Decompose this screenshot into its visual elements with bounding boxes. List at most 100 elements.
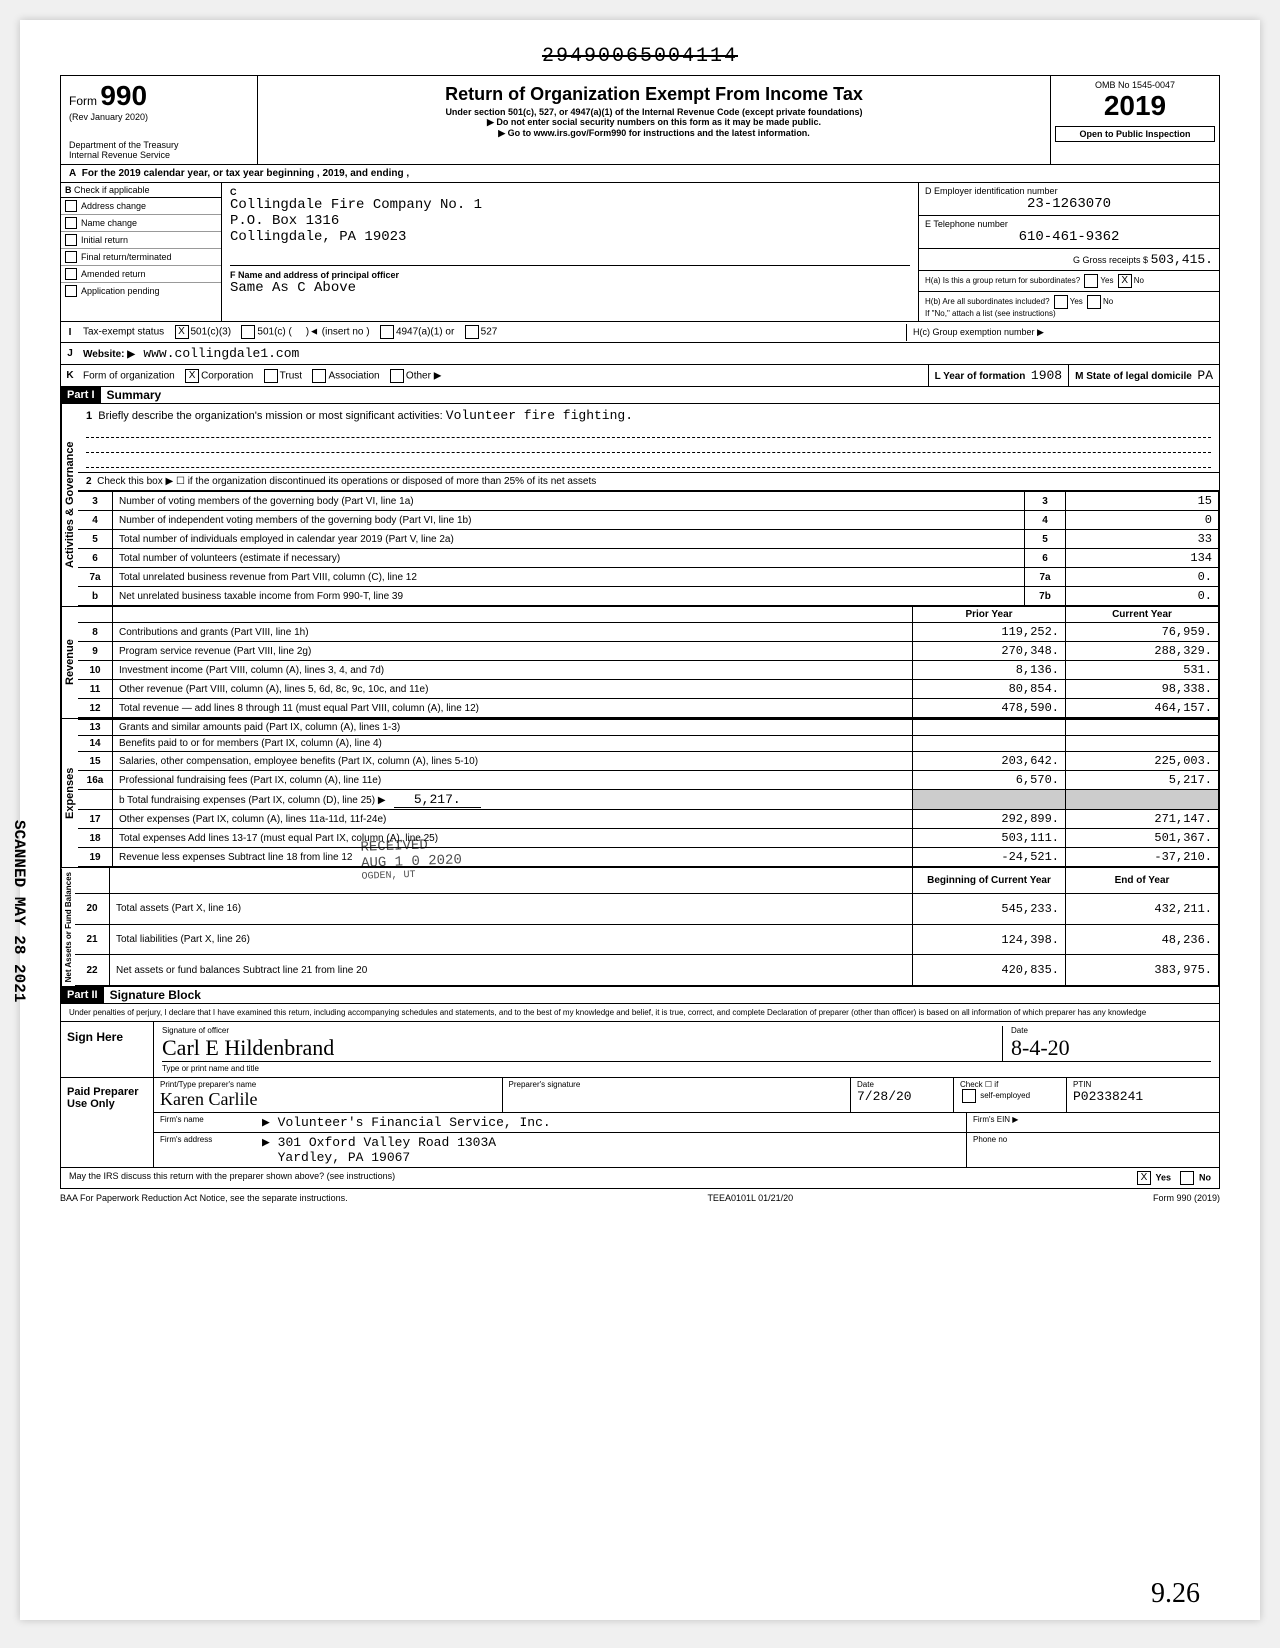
- line-i: I Tax-exempt status X501(c)(3) 501(c) ( …: [60, 322, 1220, 343]
- ptin-value: P02338241: [1073, 1089, 1213, 1104]
- firm-name: Volunteer's Financial Service, Inc.: [278, 1115, 551, 1130]
- struck-doc-number: 29490065004114: [542, 45, 738, 68]
- baa-notice: BAA For Paperwork Reduction Act Notice, …: [60, 1193, 348, 1203]
- signature-block: Under penalties of perjury, I declare th…: [60, 1004, 1220, 1189]
- cb-discuss-yes[interactable]: X: [1137, 1171, 1151, 1185]
- expenses-block: Expenses 13Grants and similar amounts pa…: [60, 719, 1220, 868]
- website-value: www.collingdale1.com: [143, 346, 299, 361]
- table-row: 5Total number of individuals employed in…: [78, 530, 1219, 549]
- check-if-applicable: Check if applicable: [74, 185, 150, 195]
- table-row: 16aProfessional fundraising fees (Part I…: [78, 771, 1219, 790]
- cb-discuss-no[interactable]: [1180, 1171, 1194, 1185]
- cb-name-change[interactable]: [65, 217, 77, 229]
- subtitle-3: ▶ Go to www.irs.gov/Form990 for instruct…: [264, 128, 1044, 139]
- cb-527[interactable]: [465, 325, 479, 339]
- omb-number: OMB No 1545-0047: [1055, 80, 1215, 90]
- col-b-checkboxes: B Check if applicable Address change Nam…: [61, 183, 222, 321]
- g-label: G Gross receipts $: [1073, 255, 1148, 265]
- sign-here-label: Sign Here: [61, 1022, 154, 1077]
- cb-501c3[interactable]: X: [175, 325, 189, 339]
- form-org-label: Form of organization: [83, 370, 175, 381]
- type-name-label: Type or print name and title: [162, 1062, 1211, 1073]
- cb-501c[interactable]: [241, 325, 255, 339]
- line1-label: Briefly describe the organization's miss…: [98, 410, 442, 422]
- cb-initial-return[interactable]: [65, 234, 77, 246]
- opt-501c-suffix: )◄ (insert no ): [306, 327, 370, 338]
- cb-final-return[interactable]: [65, 251, 77, 263]
- label-address-change: Address change: [81, 201, 146, 211]
- opt-501c3: 501(c)(3): [191, 327, 232, 338]
- check-if-label: Check ☐ if: [960, 1080, 998, 1089]
- firm-addr2: Yardley, PA 19067: [278, 1150, 411, 1165]
- ein-value: 23-1263070: [925, 196, 1213, 212]
- form-label: Form: [69, 94, 97, 108]
- hc-label: H(c) Group exemption number ▶: [913, 327, 1044, 337]
- revenue-table: Prior Year Current Year 8Contributions a…: [78, 607, 1219, 718]
- row-a-tax-year: A For the 2019 calendar year, or tax yea…: [60, 165, 1220, 183]
- h-note: If "No," attach a list (see instructions…: [925, 309, 1213, 318]
- table-row: 19Revenue less expenses Subtract line 18…: [78, 848, 1219, 867]
- line16b-val: 5,217.: [394, 792, 481, 808]
- revenue-block: Revenue Prior Year Current Year 8Contrib…: [60, 607, 1220, 719]
- net-assets-block: Net Assets or Fund Balances Beginning of…: [60, 868, 1220, 987]
- cb-4947[interactable]: [380, 325, 394, 339]
- gross-receipts: 503,415.: [1151, 252, 1213, 267]
- cb-self-employed[interactable]: [962, 1089, 976, 1103]
- opt-assoc: Association: [328, 370, 379, 381]
- table-row: 20Total assets (Part X, line 16)545,233.…: [75, 893, 1219, 924]
- subtitle-2: ▶ Do not enter social security numbers o…: [264, 117, 1044, 128]
- table-row: bNet unrelated business taxable income f…: [78, 587, 1219, 606]
- table-row: 10Investment income (Part VIII, column (…: [78, 661, 1219, 680]
- dashed-3: [86, 453, 1211, 468]
- f-label: F Name and address of principal officer: [230, 270, 910, 280]
- footer-right: Form 990 (2019): [1153, 1193, 1220, 1203]
- label-application-pending: Application pending: [81, 286, 160, 296]
- table-row: 8Contributions and grants (Part VIII, li…: [78, 623, 1219, 642]
- label-amended: Amended return: [81, 269, 146, 279]
- paid-preparer-label: Paid Preparer Use Only: [61, 1078, 154, 1167]
- f-value: Same As C Above: [230, 280, 910, 296]
- part1-badge: Part I: [61, 387, 101, 403]
- cb-corporation[interactable]: X: [185, 369, 199, 383]
- received-stamp: RECEIVED AUG 1 0 2020 OGDEN, UT: [360, 836, 462, 882]
- phone-label: Phone no: [966, 1133, 1219, 1167]
- ptin-label: PTIN: [1073, 1080, 1213, 1089]
- current-year-header: Current Year: [1066, 607, 1219, 623]
- cb-hb-no[interactable]: [1087, 295, 1101, 309]
- phone-value: 610-461-9362: [925, 229, 1213, 245]
- dashed-2: [86, 438, 1211, 453]
- m-label: M State of legal domicile: [1075, 371, 1192, 382]
- org-addr2: Collingdale, PA 19023: [230, 229, 910, 245]
- sig-officer-label: Signature of officer: [162, 1026, 1002, 1035]
- cb-address-change[interactable]: [65, 200, 77, 212]
- preparer-name: Karen Carlile: [160, 1089, 496, 1110]
- cb-trust[interactable]: [264, 369, 278, 383]
- ha-label: H(a) Is this a group return for subordin…: [925, 276, 1080, 285]
- cb-hb-yes[interactable]: [1054, 295, 1068, 309]
- cb-application-pending[interactable]: [65, 285, 77, 297]
- mission-text: Volunteer fire fighting.: [446, 408, 633, 423]
- line2-text: Check this box ▶ ☐ if the organization d…: [97, 476, 596, 487]
- hb-label: H(b) Are all subordinates included?: [925, 297, 1050, 306]
- state-domicile: PA: [1197, 368, 1213, 383]
- begin-year-header: Beginning of Current Year: [913, 868, 1066, 893]
- table-row: 12Total revenue — add lines 8 through 11…: [78, 699, 1219, 718]
- opt-4947: 4947(a)(1) or: [396, 327, 454, 338]
- cb-association[interactable]: [312, 369, 326, 383]
- year-formation: 1908: [1031, 368, 1062, 383]
- dashed-1: [86, 423, 1211, 438]
- cb-other[interactable]: [390, 369, 404, 383]
- net-table: Beginning of Current Year End of Year 20…: [75, 868, 1219, 986]
- table-row: 14Benefits paid to or for members (Part …: [78, 736, 1219, 752]
- cb-ha-yes[interactable]: [1084, 274, 1098, 288]
- cb-amended[interactable]: [65, 268, 77, 280]
- opt-527: 527: [481, 327, 498, 338]
- part2-title: Signature Block: [104, 988, 201, 1002]
- part2-header-row: Part II Signature Block: [60, 987, 1220, 1004]
- side-label-expenses: Expenses: [61, 719, 78, 867]
- table-row: 9Program service revenue (Part VIII, lin…: [78, 642, 1219, 661]
- cb-ha-no[interactable]: X: [1118, 274, 1132, 288]
- dept-treasury: Department of the Treasury: [69, 140, 249, 150]
- form-990-page: SCANNED MAY 28 2021 29490065004114 Form …: [20, 20, 1260, 1620]
- governance-table: 3Number of voting members of the governi…: [78, 491, 1219, 606]
